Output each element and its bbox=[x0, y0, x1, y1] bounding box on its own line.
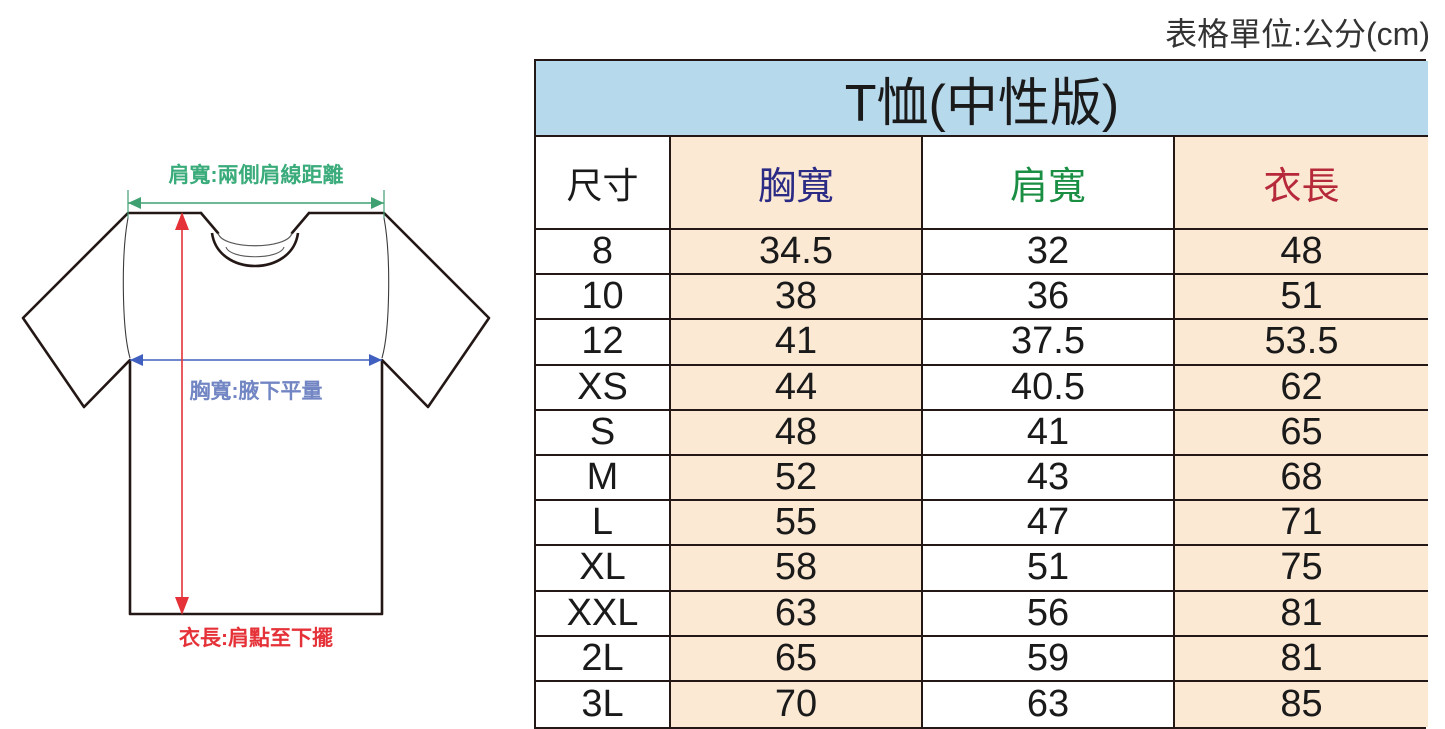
svg-text:衣長:肩點至下擺: 衣長:肩點至下擺 bbox=[179, 626, 333, 650]
svg-text:胸寬:腋下平量: 胸寬:腋下平量 bbox=[190, 379, 323, 403]
svg-text:肩寬:兩側肩線距離: 肩寬:兩側肩線距離 bbox=[169, 163, 344, 187]
